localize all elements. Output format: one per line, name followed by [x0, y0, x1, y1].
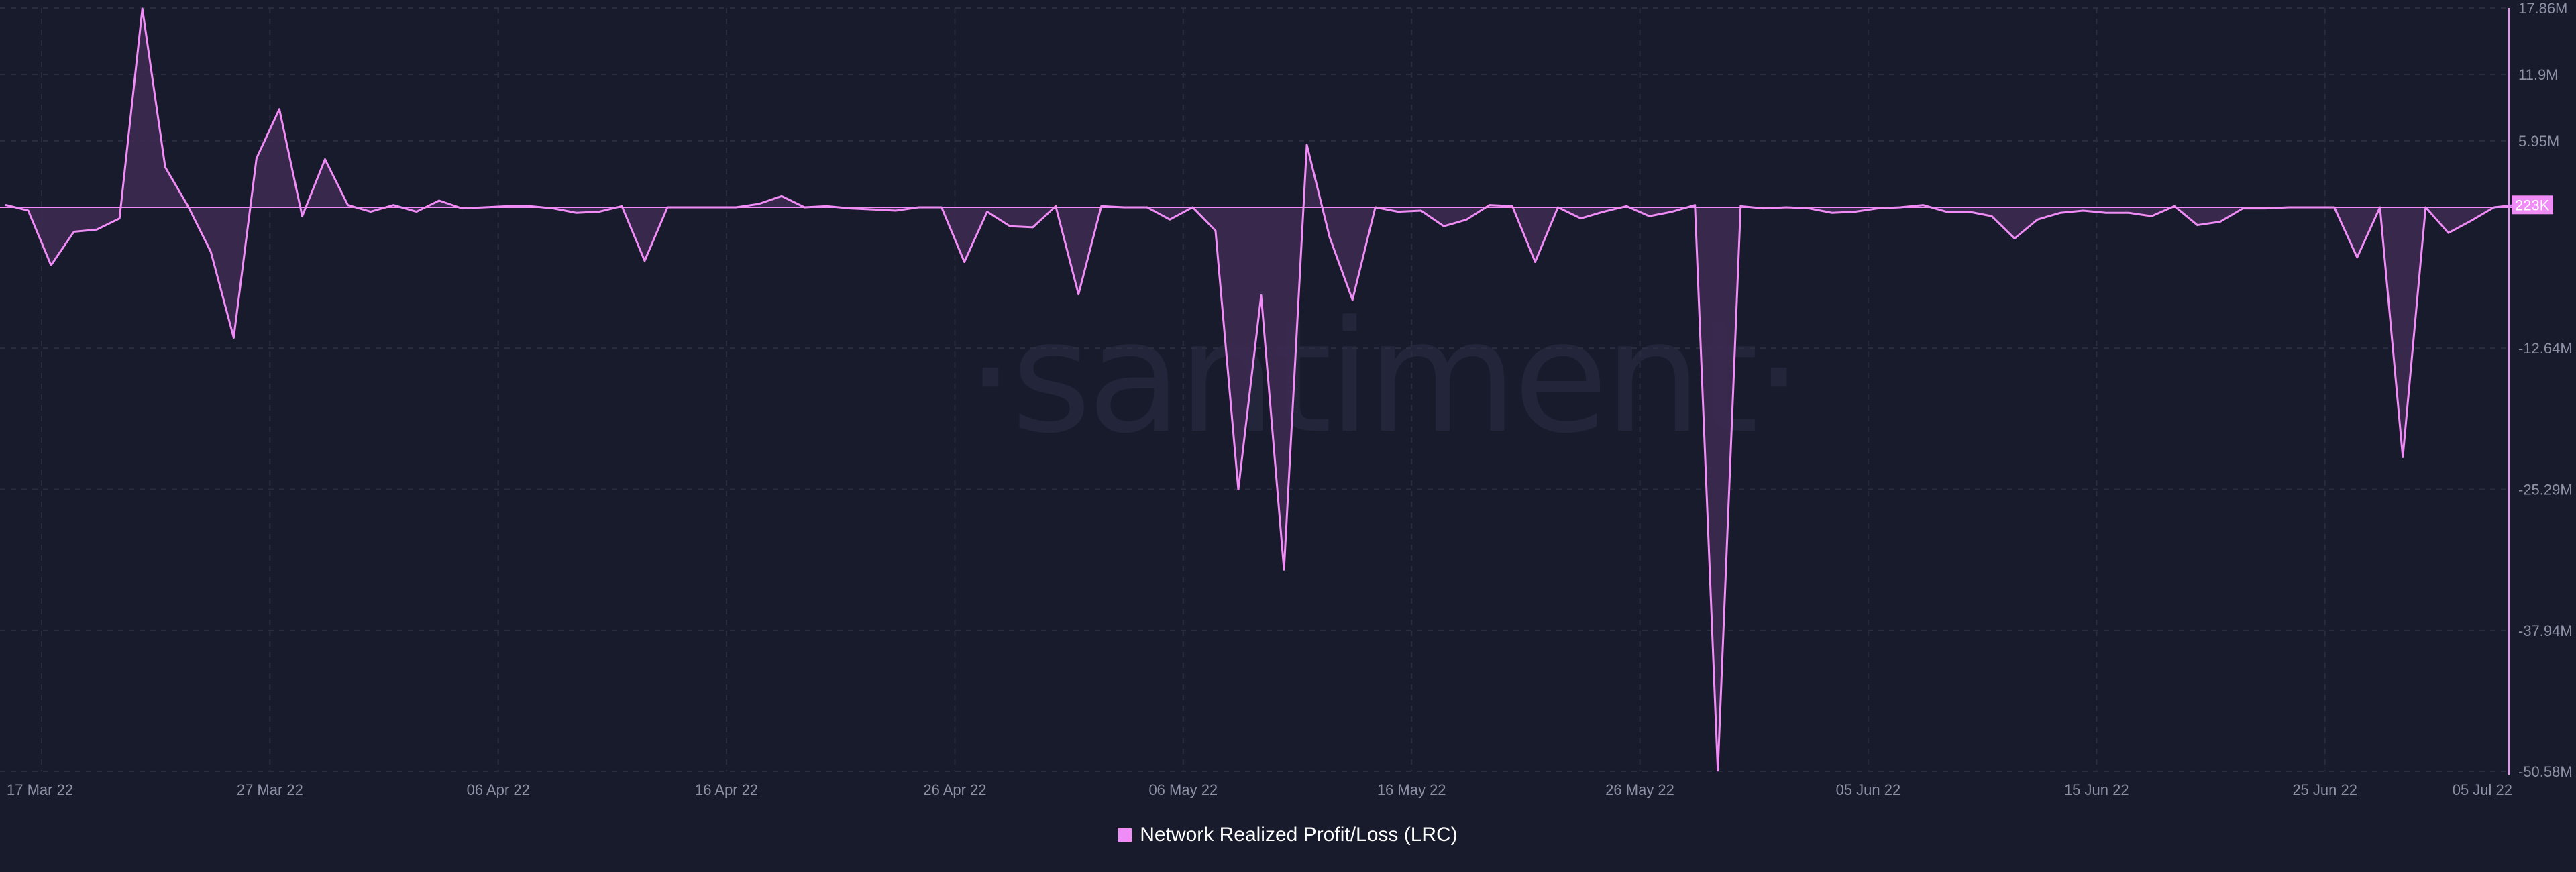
y-tick-label: 11.9M [2518, 66, 2559, 83]
series-line [5, 7, 2518, 772]
series-area [5, 8, 2517, 771]
y-tick-label: 5.95M [2518, 133, 2559, 150]
x-tick-label: 25 Jun 22 [2292, 781, 2357, 798]
y-tick-label: -25.29M [2518, 481, 2573, 498]
x-tick-label: 06 May 22 [1148, 781, 1218, 798]
x-tick-label: 15 Jun 22 [2064, 781, 2129, 798]
x-tick-label: 26 Apr 22 [923, 781, 986, 798]
x-tick-label: 06 Apr 22 [467, 781, 530, 798]
legend-label: Network Realized Profit/Loss (LRC) [1140, 824, 1458, 846]
x-tick-label: 05 Jun 22 [1836, 781, 1901, 798]
x-tick-label: 17 Mar 22 [7, 781, 73, 798]
y-tick-label: -37.94M [2518, 622, 2573, 639]
y-tick-label: -12.64M [2518, 340, 2573, 357]
x-tick-label: 05 Jul 22 [2453, 781, 2512, 798]
last-value-badge [2512, 195, 2553, 215]
y-tick-label: -50.58M [2518, 763, 2573, 780]
last-value-label: 223K [2515, 197, 2550, 213]
x-tick-label: 26 May 22 [1605, 781, 1674, 798]
legend[interactable]: Network Realized Profit/Loss (LRC) [0, 824, 2576, 847]
x-tick-label: 27 Mar 22 [237, 781, 303, 798]
x-tick-label: 16 Apr 22 [695, 781, 758, 798]
legend-swatch [1118, 828, 1132, 842]
x-tick-label: 16 May 22 [1377, 781, 1446, 798]
y-tick-label: 17.86M [2518, 0, 2567, 17]
